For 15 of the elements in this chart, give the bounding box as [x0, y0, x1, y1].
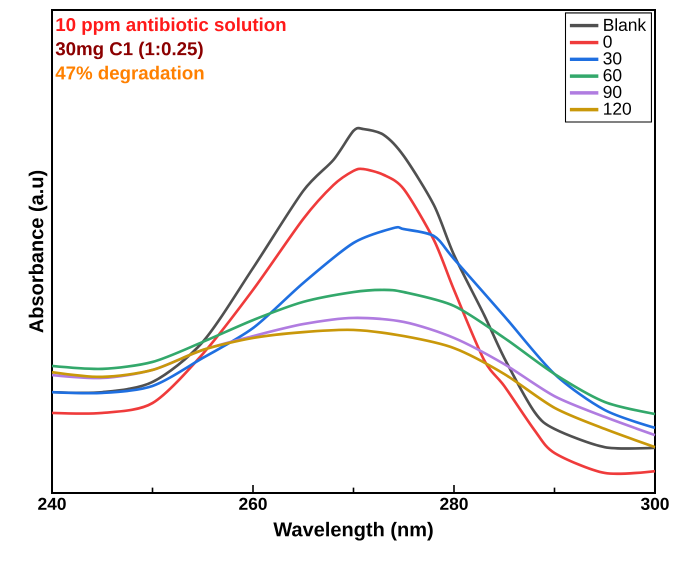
legend-label: 0 — [603, 36, 612, 48]
legend-label: Blank — [604, 18, 646, 32]
x-axis-title: Wavelength (nm) — [273, 522, 433, 541]
x-tick-label: 300 — [640, 498, 669, 510]
text: 30mg C1 (1:0.25) — [56, 42, 203, 60]
text: 47% degradation — [56, 66, 204, 84]
y-axis-title: Absorbance (a.u) — [28, 170, 48, 333]
legend-label: 30 — [603, 52, 622, 65]
x-tick-label: 260 — [239, 498, 267, 510]
legend-label: 90 — [604, 86, 622, 98]
text: 10 ppm antibiotic solution — [56, 18, 286, 35]
x-tick-label: 240 — [38, 498, 66, 510]
legend-label: 120 — [604, 102, 631, 115]
legend-label: 60 — [604, 69, 622, 82]
x-tick-label: 280 — [440, 498, 468, 510]
